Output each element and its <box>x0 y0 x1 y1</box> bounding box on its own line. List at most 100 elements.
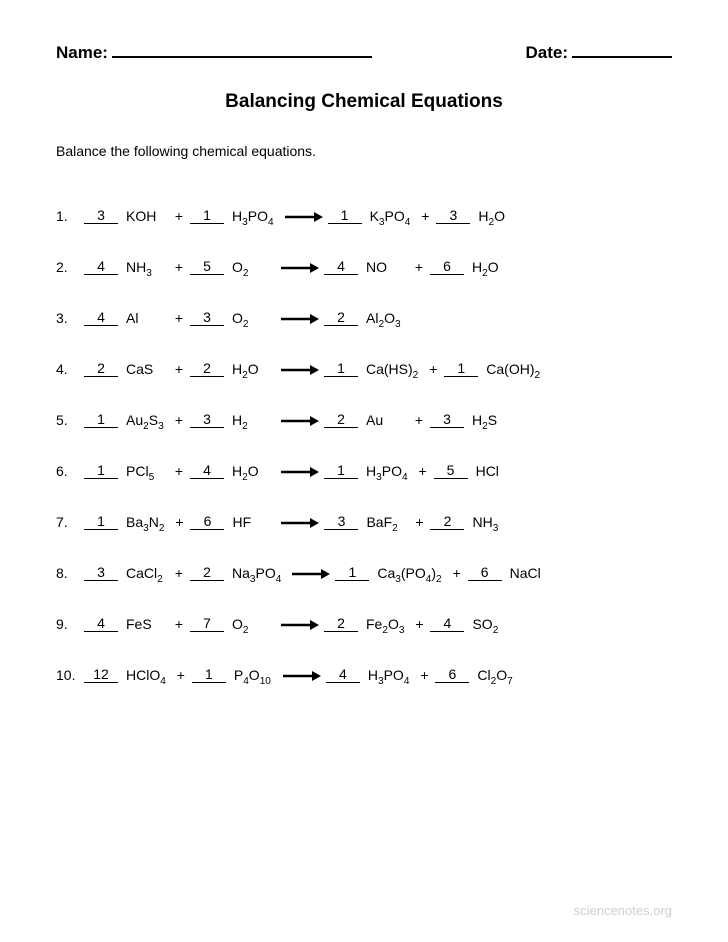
coefficient[interactable]: 3 <box>436 207 470 224</box>
plus-sign: + <box>170 565 188 581</box>
coefficient[interactable]: 3 <box>190 411 224 428</box>
arrow-icon <box>276 310 322 326</box>
chemical-formula: H2O <box>226 361 276 377</box>
coefficient[interactable]: 4 <box>430 615 464 632</box>
coefficient[interactable]: 6 <box>468 564 502 581</box>
date-input-line[interactable] <box>572 40 672 58</box>
plus-sign: + <box>170 412 188 428</box>
plus-sign: + <box>415 667 433 683</box>
coefficient[interactable]: 6 <box>430 258 464 275</box>
chemical-formula: BaF2 <box>360 514 410 530</box>
coefficient[interactable]: 1 <box>84 462 118 479</box>
plus-sign: + <box>170 310 188 326</box>
equation-row: 4.2CaS+2H2O1Ca(HS)2+1Ca(OH)2 <box>56 360 672 377</box>
coefficient[interactable]: 4 <box>326 666 360 683</box>
chemical-formula: K3PO4 <box>364 208 417 224</box>
plus-sign: + <box>170 463 188 479</box>
chemical-formula: H3PO4 <box>226 208 280 224</box>
name-input-line[interactable] <box>112 40 372 58</box>
equation-number: 8. <box>56 565 82 581</box>
chemical-formula: Na3PO4 <box>226 565 287 581</box>
equation-number: 9. <box>56 616 82 632</box>
coefficient[interactable]: 3 <box>430 411 464 428</box>
coefficient[interactable]: 5 <box>190 258 224 275</box>
plus-sign: + <box>170 514 188 530</box>
coefficient[interactable]: 2 <box>190 360 224 377</box>
chemical-formula: Ca(HS)2 <box>360 361 424 377</box>
coefficient[interactable]: 2 <box>430 513 464 530</box>
equation-number: 6. <box>56 463 82 479</box>
coefficient[interactable]: 3 <box>84 564 118 581</box>
arrow-icon <box>276 616 322 632</box>
coefficient[interactable]: 4 <box>84 309 118 326</box>
chemical-formula: NH3 <box>120 259 170 275</box>
equation-number: 5. <box>56 412 82 428</box>
coefficient[interactable]: 5 <box>434 462 468 479</box>
coefficient[interactable]: 1 <box>84 513 118 530</box>
chemical-formula: Ba3N2 <box>120 514 170 530</box>
chemical-formula: H2O <box>226 463 276 479</box>
coefficient[interactable]: 2 <box>324 615 358 632</box>
coefficient[interactable]: 1 <box>335 564 369 581</box>
date-label: Date: <box>525 43 568 63</box>
coefficient[interactable]: 2 <box>324 309 358 326</box>
coefficient[interactable]: 6 <box>435 666 469 683</box>
coefficient[interactable]: 3 <box>84 207 118 224</box>
coefficient[interactable]: 1 <box>190 207 224 224</box>
equation-row: 9.4FeS+7O22Fe2O3+4SO2 <box>56 615 672 632</box>
plus-sign: + <box>424 361 442 377</box>
arrow-icon <box>276 412 322 428</box>
coefficient[interactable]: 12 <box>84 666 118 683</box>
arrow-icon <box>276 361 322 377</box>
chemical-formula: H2S <box>466 412 516 428</box>
chemical-formula: H3PO4 <box>362 667 416 683</box>
chemical-formula: O2 <box>226 616 276 632</box>
coefficient[interactable]: 1 <box>192 666 226 683</box>
coefficient[interactable]: 7 <box>190 615 224 632</box>
equation-row: 2.4NH3+5O24NO+6H2O <box>56 258 672 275</box>
coefficient[interactable]: 2 <box>324 411 358 428</box>
equation-number: 7. <box>56 514 82 530</box>
equation-number: 10. <box>56 667 82 683</box>
equation-number: 2. <box>56 259 82 275</box>
plus-sign: + <box>172 667 190 683</box>
coefficient[interactable]: 1 <box>444 360 478 377</box>
coefficient[interactable]: 4 <box>190 462 224 479</box>
chemical-formula: P4O10 <box>228 667 278 683</box>
coefficient[interactable]: 2 <box>84 360 118 377</box>
chemical-formula: Al <box>120 310 170 326</box>
name-label: Name: <box>56 43 108 63</box>
plus-sign: + <box>448 565 466 581</box>
coefficient[interactable]: 1 <box>328 207 362 224</box>
chemical-formula: NH3 <box>466 514 516 530</box>
chemical-formula: HF <box>226 514 276 530</box>
plus-sign: + <box>170 259 188 275</box>
equation-row: 1.3KOH+1H3PO41K3PO4+3H2O <box>56 207 672 224</box>
coefficient[interactable]: 4 <box>324 258 358 275</box>
chemical-formula: PCl5 <box>120 463 170 479</box>
plus-sign: + <box>170 616 188 632</box>
coefficient[interactable]: 1 <box>324 360 358 377</box>
chemical-formula: Ca3(PO4)2 <box>371 565 447 581</box>
chemical-formula: Au <box>360 412 410 428</box>
coefficient[interactable]: 1 <box>324 462 358 479</box>
chemical-formula: Au2S3 <box>120 412 170 428</box>
coefficient[interactable]: 4 <box>84 615 118 632</box>
coefficient[interactable]: 4 <box>84 258 118 275</box>
coefficient[interactable]: 3 <box>324 513 358 530</box>
chemical-formula: HCl <box>470 463 520 479</box>
chemical-formula: H3PO4 <box>360 463 414 479</box>
arrow-icon <box>276 259 322 275</box>
plus-sign: + <box>414 463 432 479</box>
plus-sign: + <box>416 208 434 224</box>
chemical-formula: Ca(OH)2 <box>480 361 546 377</box>
chemical-formula: Al2O3 <box>360 310 410 326</box>
coefficient[interactable]: 3 <box>190 309 224 326</box>
chemical-formula: KOH <box>120 208 170 224</box>
coefficient[interactable]: 6 <box>190 513 224 530</box>
chemical-formula: SO2 <box>466 616 516 632</box>
coefficient[interactable]: 1 <box>84 411 118 428</box>
coefficient[interactable]: 2 <box>190 564 224 581</box>
chemical-formula: CaCl2 <box>120 565 170 581</box>
equations-list: 1.3KOH+1H3PO41K3PO4+3H2O2.4NH3+5O24NO+6H… <box>56 207 672 683</box>
